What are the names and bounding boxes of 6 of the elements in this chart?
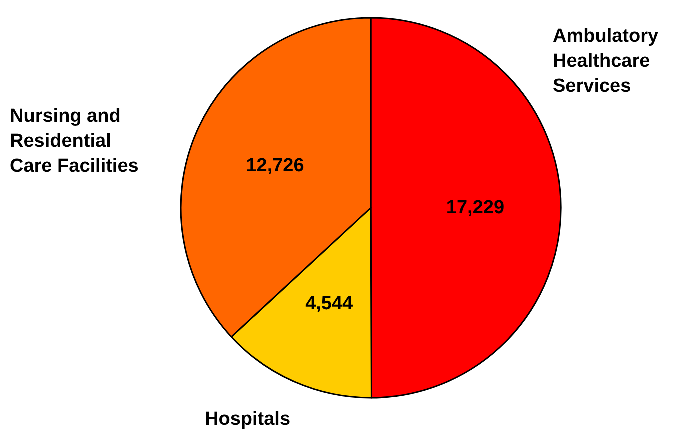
data-label: 17,229 bbox=[446, 197, 505, 218]
slice-label: Nursing and Residential Care Facilities bbox=[10, 106, 139, 177]
data-label: 12,726 bbox=[246, 156, 304, 177]
data-label: 4,544 bbox=[306, 293, 354, 314]
slice-label: Hospitals bbox=[205, 409, 291, 430]
slice-label: Ambulatory Healthcare Services bbox=[553, 26, 659, 97]
